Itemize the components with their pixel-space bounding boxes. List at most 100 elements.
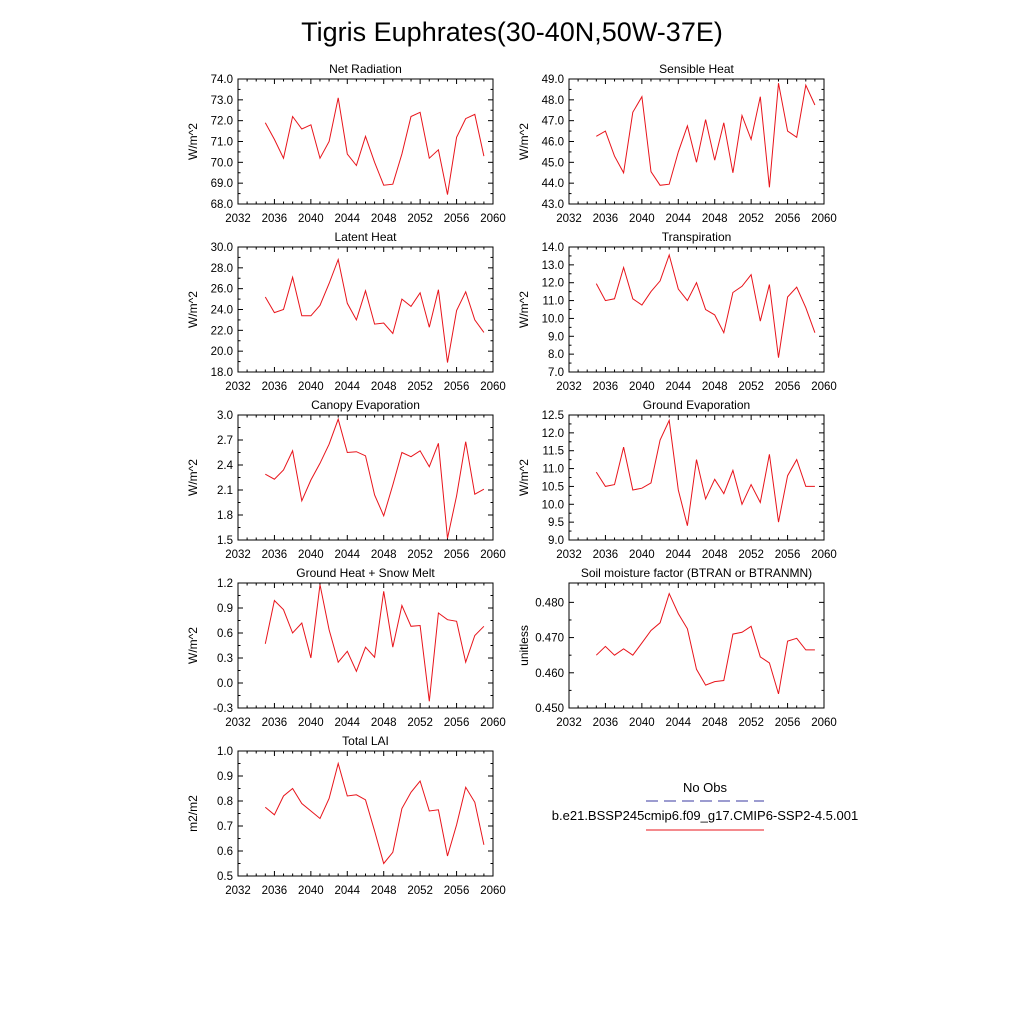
y-tick-label: 47.0 (542, 116, 564, 128)
panel-canopy-evaporation: Canopy Evaporation W/m^2 2032 2036 2040 2044 2… (186, 398, 506, 561)
x-tick-label: 2060 (480, 381, 506, 393)
x-tick-label: 2052 (738, 213, 764, 225)
panel-title: Ground Heat + Snow Melt (296, 566, 435, 580)
y-tick-label: 0.9 (217, 771, 233, 783)
plot-frame (568, 414, 825, 541)
x-tick-label: 2052 (738, 717, 764, 729)
panel-title: Transpiration (662, 230, 732, 244)
y-tick-label: 48.0 (542, 95, 564, 107)
x-tick-label: 2040 (298, 885, 324, 897)
x-tick-label: 2060 (480, 213, 506, 225)
y-tick-label: 68.0 (211, 199, 233, 211)
y-tick-label: 44.0 (542, 178, 564, 190)
x-tick-label: 2052 (738, 381, 764, 393)
series-line-canopy-evaporation (265, 417, 485, 539)
series-line-total-lai (264, 761, 485, 865)
y-tick-label: 70.0 (211, 157, 233, 169)
y-tick-label: 1.0 (217, 746, 233, 758)
y-tick-label: 0.480 (535, 597, 564, 609)
x-tick-label: 2056 (444, 717, 470, 729)
x-tick-label: 2044 (334, 213, 360, 225)
x-tick-label: 2032 (225, 381, 251, 393)
x-tick-label: 2056 (444, 381, 470, 393)
y-tick-label: 0.6 (217, 846, 233, 858)
x-tick-label: 2048 (371, 381, 397, 393)
y-tick-label: 0.3 (217, 653, 233, 665)
x-tick-label: 2056 (775, 717, 801, 729)
y-tick-label: 28.0 (211, 263, 233, 275)
y-tick-label: 0.5 (217, 871, 233, 883)
x-tick-label: 2040 (629, 549, 655, 561)
y-tick-label: 2.4 (217, 460, 234, 472)
y-tick-label: 11.0 (542, 464, 564, 476)
y-tick-label: 12.5 (542, 410, 564, 422)
y-axis-label: m2/m2 (186, 795, 200, 832)
y-tick-label: 46.0 (542, 137, 564, 149)
y-tick-label: 8.0 (548, 349, 564, 361)
y-axis-label: W/m^2 (186, 459, 200, 496)
y-tick-label: 10.0 (542, 499, 564, 511)
y-tick-label: 9.0 (548, 331, 564, 343)
x-tick-label: 2044 (334, 717, 360, 729)
x-tick-label: 2048 (702, 549, 728, 561)
x-tick-label: 2036 (593, 549, 619, 561)
y-axis-label: W/m^2 (517, 291, 531, 328)
x-tick-label: 2052 (407, 549, 433, 561)
x-tick-label: 2040 (298, 549, 324, 561)
x-tick-label: 2036 (262, 717, 288, 729)
y-tick-label: -0.3 (213, 703, 233, 715)
x-tick-label: 2032 (556, 549, 582, 561)
y-tick-label: 7.0 (548, 367, 564, 379)
x-tick-label: 2060 (811, 381, 837, 393)
x-tick-label: 2032 (225, 549, 251, 561)
y-tick-label: 22.0 (211, 325, 233, 337)
x-tick-label: 2040 (298, 717, 324, 729)
panel-title: Sensible Heat (659, 62, 734, 76)
series-line-ground-evaporation (595, 418, 815, 526)
y-tick-label: 74.0 (211, 74, 233, 86)
y-tick-label: 9.5 (548, 517, 564, 529)
x-tick-label: 2044 (665, 213, 691, 225)
y-tick-label: 14.0 (542, 242, 564, 254)
y-tick-label: 43.0 (542, 199, 564, 211)
x-tick-label: 2060 (811, 213, 837, 225)
x-tick-label: 2032 (225, 885, 251, 897)
y-tick-label: 13.0 (542, 260, 564, 272)
x-tick-label: 2048 (371, 717, 397, 729)
x-tick-label: 2032 (225, 717, 251, 729)
x-tick-label: 2056 (775, 549, 801, 561)
panel-transpiration: Transpiration W/m^2 2032 2036 2040 2044 2048 20… (517, 230, 837, 393)
y-axis-label: W/m^2 (517, 459, 531, 496)
x-tick-label: 2052 (407, 213, 433, 225)
x-tick-label: 2048 (702, 381, 728, 393)
y-tick-label: 49.0 (542, 74, 564, 86)
y-tick-label: 1.8 (217, 510, 233, 522)
y-tick-label: 0.9 (217, 603, 233, 615)
y-tick-label: 10.5 (542, 481, 564, 493)
x-tick-label: 2036 (262, 549, 288, 561)
y-tick-label: 0.470 (535, 633, 564, 645)
panel-net-radiation: Net Radiation W/m^2 2032 2036 2040 2044 2048 20… (186, 62, 506, 225)
x-tick-label: 2048 (702, 717, 728, 729)
y-tick-label: 0.7 (217, 821, 233, 833)
x-tick-label: 2032 (556, 381, 582, 393)
x-tick-label: 2032 (556, 717, 582, 729)
y-axis-label: W/m^2 (186, 627, 200, 664)
plot-frame (237, 246, 494, 373)
x-tick-label: 2032 (225, 213, 251, 225)
x-tick-label: 2056 (444, 213, 470, 225)
plot-frame (568, 582, 825, 709)
y-tick-label: 0.0 (217, 678, 233, 690)
x-tick-label: 2044 (665, 381, 691, 393)
x-tick-label: 2040 (298, 213, 324, 225)
y-tick-label: 11.0 (542, 296, 564, 308)
y-tick-label: 72.0 (211, 116, 233, 128)
panel-soil-moisture-factor-btran-or-btranmn: Soil moisture factor (BTRAN or BTRANMN) u… (517, 566, 837, 729)
series-line-soil-moisture-factor-btran-or-btranmn (595, 592, 815, 695)
x-tick-label: 2060 (480, 549, 506, 561)
y-tick-label: 12.0 (542, 428, 564, 440)
y-tick-label: 1.2 (217, 578, 233, 590)
x-tick-label: 2040 (629, 381, 655, 393)
panel-ground-heat-snow-melt: Ground Heat + Snow Melt W/m^2 2032 2036 2040… (186, 566, 506, 729)
